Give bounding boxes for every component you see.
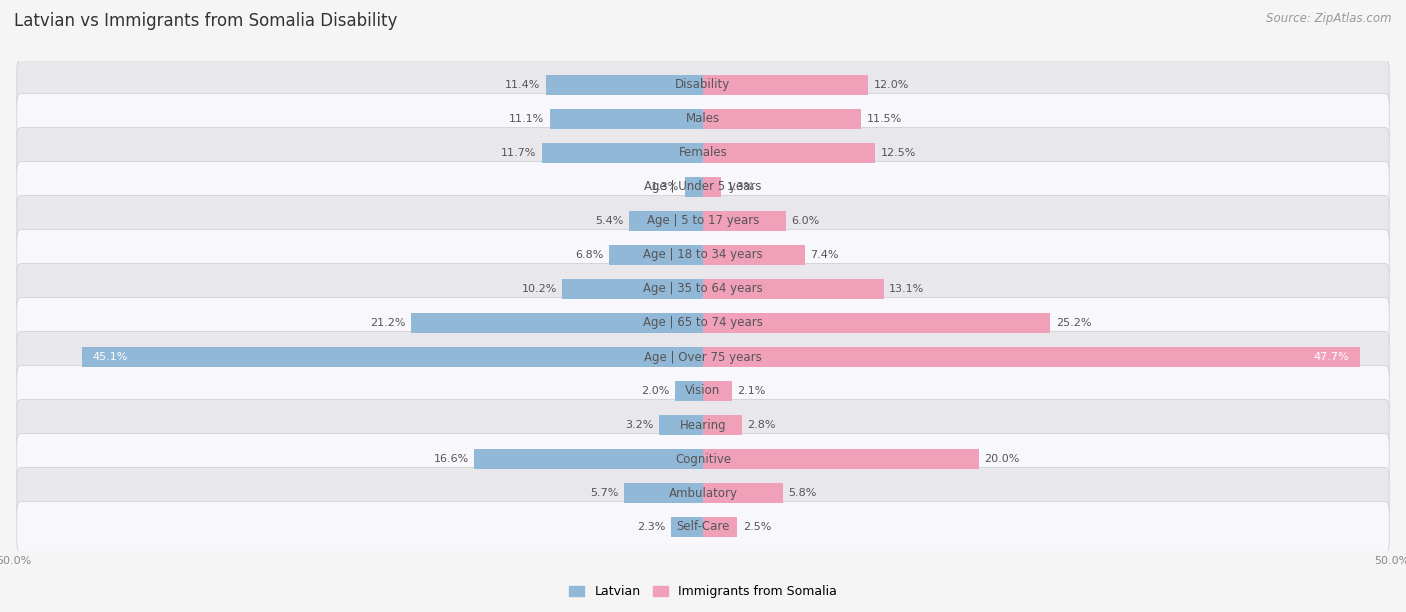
- Bar: [541, 143, 703, 163]
- Bar: [703, 143, 875, 163]
- Text: 6.8%: 6.8%: [575, 250, 603, 260]
- Text: 2.1%: 2.1%: [738, 386, 766, 396]
- Text: 12.5%: 12.5%: [880, 148, 917, 158]
- FancyBboxPatch shape: [17, 264, 1389, 315]
- Text: 11.4%: 11.4%: [505, 80, 540, 90]
- Text: 5.4%: 5.4%: [595, 216, 623, 226]
- Text: 13.1%: 13.1%: [889, 284, 924, 294]
- Text: Females: Females: [679, 146, 727, 160]
- FancyBboxPatch shape: [17, 59, 1389, 111]
- Text: 6.0%: 6.0%: [792, 216, 820, 226]
- Bar: [703, 75, 869, 95]
- Bar: [675, 381, 703, 401]
- Text: 1.3%: 1.3%: [651, 182, 679, 192]
- Text: Males: Males: [686, 113, 720, 125]
- FancyBboxPatch shape: [17, 94, 1389, 144]
- FancyBboxPatch shape: [17, 230, 1389, 280]
- Text: 45.1%: 45.1%: [93, 352, 128, 362]
- Text: 7.4%: 7.4%: [810, 250, 839, 260]
- Text: 11.1%: 11.1%: [509, 114, 544, 124]
- FancyBboxPatch shape: [17, 433, 1389, 485]
- Bar: [624, 483, 703, 503]
- Bar: [703, 177, 721, 197]
- Text: Age | Over 75 years: Age | Over 75 years: [644, 351, 762, 364]
- Bar: [703, 109, 862, 129]
- Text: 21.2%: 21.2%: [370, 318, 405, 328]
- Text: Age | Under 5 years: Age | Under 5 years: [644, 181, 762, 193]
- Bar: [703, 517, 738, 537]
- Text: Vision: Vision: [685, 384, 721, 398]
- Text: Age | 65 to 74 years: Age | 65 to 74 years: [643, 316, 763, 329]
- Text: 20.0%: 20.0%: [984, 454, 1019, 464]
- Text: Source: ZipAtlas.com: Source: ZipAtlas.com: [1267, 12, 1392, 25]
- Bar: [703, 313, 1050, 333]
- Bar: [685, 177, 703, 197]
- FancyBboxPatch shape: [17, 501, 1389, 553]
- Text: 2.0%: 2.0%: [641, 386, 669, 396]
- FancyBboxPatch shape: [17, 468, 1389, 518]
- Bar: [609, 245, 703, 265]
- Text: 5.8%: 5.8%: [789, 488, 817, 498]
- Text: 1.3%: 1.3%: [727, 182, 755, 192]
- Text: 16.6%: 16.6%: [433, 454, 468, 464]
- Text: 12.0%: 12.0%: [875, 80, 910, 90]
- Bar: [703, 381, 733, 401]
- Bar: [703, 449, 979, 469]
- Bar: [474, 449, 703, 469]
- FancyBboxPatch shape: [17, 365, 1389, 417]
- Text: 25.2%: 25.2%: [1056, 318, 1091, 328]
- Text: Age | 18 to 34 years: Age | 18 to 34 years: [643, 248, 763, 261]
- Text: Self-Care: Self-Care: [676, 520, 730, 534]
- Bar: [628, 211, 703, 231]
- Bar: [703, 245, 806, 265]
- FancyBboxPatch shape: [17, 162, 1389, 212]
- Text: 11.7%: 11.7%: [501, 148, 536, 158]
- Bar: [703, 415, 741, 435]
- Bar: [550, 109, 703, 129]
- FancyBboxPatch shape: [17, 400, 1389, 450]
- Bar: [703, 347, 1360, 367]
- Text: Cognitive: Cognitive: [675, 452, 731, 466]
- Text: Age | 5 to 17 years: Age | 5 to 17 years: [647, 214, 759, 228]
- Bar: [703, 279, 883, 299]
- Text: Ambulatory: Ambulatory: [668, 487, 738, 499]
- Bar: [703, 483, 783, 503]
- Bar: [671, 517, 703, 537]
- Text: Latvian vs Immigrants from Somalia Disability: Latvian vs Immigrants from Somalia Disab…: [14, 12, 398, 30]
- Text: 5.7%: 5.7%: [591, 488, 619, 498]
- Text: 11.5%: 11.5%: [868, 114, 903, 124]
- FancyBboxPatch shape: [17, 297, 1389, 348]
- Bar: [82, 347, 703, 367]
- Text: 10.2%: 10.2%: [522, 284, 557, 294]
- FancyBboxPatch shape: [17, 127, 1389, 179]
- Text: Disability: Disability: [675, 78, 731, 92]
- FancyBboxPatch shape: [17, 195, 1389, 247]
- Text: 3.2%: 3.2%: [626, 420, 654, 430]
- Bar: [703, 211, 786, 231]
- FancyBboxPatch shape: [17, 332, 1389, 382]
- Text: 2.8%: 2.8%: [747, 420, 776, 430]
- Text: Hearing: Hearing: [679, 419, 727, 431]
- Text: 47.7%: 47.7%: [1313, 352, 1350, 362]
- Text: 2.5%: 2.5%: [742, 522, 772, 532]
- Legend: Latvian, Immigrants from Somalia: Latvian, Immigrants from Somalia: [564, 580, 842, 603]
- Bar: [562, 279, 703, 299]
- Bar: [659, 415, 703, 435]
- Text: Age | 35 to 64 years: Age | 35 to 64 years: [643, 283, 763, 296]
- Bar: [411, 313, 703, 333]
- Text: 2.3%: 2.3%: [637, 522, 666, 532]
- Bar: [546, 75, 703, 95]
